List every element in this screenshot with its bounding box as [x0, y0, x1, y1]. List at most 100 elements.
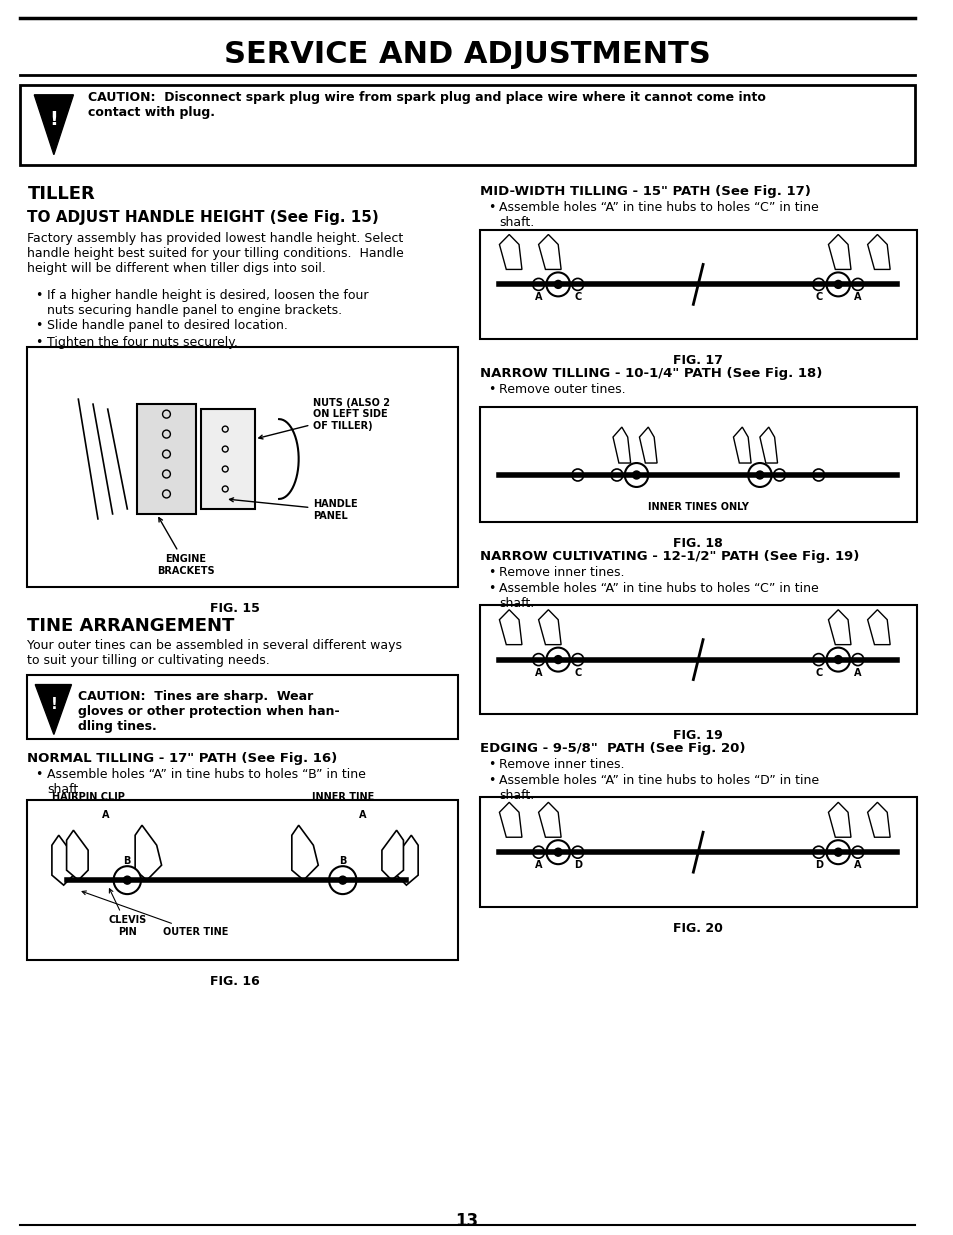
Text: Assemble holes “A” in tine hubs to holes “D” in tine
shaft.: Assemble holes “A” in tine hubs to holes… — [499, 774, 819, 803]
Text: MID-WIDTH TILLING - 15" PATH (See Fig. 17): MID-WIDTH TILLING - 15" PATH (See Fig. 1… — [479, 184, 810, 198]
Text: Your outer tines can be assembled in several different ways
to suit your tilling: Your outer tines can be assembled in sev… — [28, 638, 402, 667]
Circle shape — [812, 846, 823, 858]
Circle shape — [632, 471, 639, 479]
Polygon shape — [827, 803, 850, 837]
Polygon shape — [538, 235, 560, 269]
FancyBboxPatch shape — [479, 230, 916, 340]
Text: •: • — [487, 566, 495, 579]
Text: •: • — [35, 320, 43, 332]
Polygon shape — [613, 427, 630, 463]
FancyBboxPatch shape — [28, 347, 457, 587]
FancyBboxPatch shape — [20, 85, 914, 164]
Text: FIG. 15: FIG. 15 — [210, 601, 259, 615]
Circle shape — [825, 273, 849, 296]
Polygon shape — [396, 835, 417, 885]
Text: Tighten the four nuts securely.: Tighten the four nuts securely. — [47, 336, 237, 350]
Text: TINE ARRANGEMENT: TINE ARRANGEMENT — [28, 616, 234, 635]
Polygon shape — [51, 835, 73, 885]
Text: SERVICE AND ADJUSTMENTS: SERVICE AND ADJUSTMENTS — [224, 41, 710, 69]
Text: A: A — [535, 293, 542, 303]
Circle shape — [812, 278, 823, 290]
Text: HANDLE
PANEL: HANDLE PANEL — [230, 498, 357, 521]
Text: Assemble holes “A” in tine hubs to holes “B” in tine
shaft.: Assemble holes “A” in tine hubs to holes… — [47, 768, 366, 797]
Circle shape — [571, 278, 583, 290]
Text: •: • — [35, 336, 43, 350]
Circle shape — [532, 846, 544, 858]
Bar — [200, 409, 254, 509]
Circle shape — [851, 846, 862, 858]
Text: Remove inner tines.: Remove inner tines. — [499, 566, 624, 579]
Polygon shape — [866, 235, 889, 269]
Circle shape — [825, 840, 849, 864]
Circle shape — [532, 278, 544, 290]
Circle shape — [834, 656, 841, 663]
Circle shape — [546, 647, 569, 672]
Polygon shape — [827, 610, 850, 645]
Text: •: • — [487, 383, 495, 396]
Text: EDGING - 9-5/8"  PATH (See Fig. 20): EDGING - 9-5/8" PATH (See Fig. 20) — [479, 742, 744, 756]
Text: •: • — [487, 582, 495, 595]
Text: Factory assembly has provided lowest handle height. Select
handle height best su: Factory assembly has provided lowest han… — [28, 231, 404, 274]
Circle shape — [773, 469, 784, 480]
Circle shape — [532, 653, 544, 666]
Text: TO ADJUST HANDLE HEIGHT (See Fig. 15): TO ADJUST HANDLE HEIGHT (See Fig. 15) — [28, 210, 378, 225]
Text: C: C — [814, 668, 821, 678]
Text: A: A — [853, 668, 861, 678]
Circle shape — [554, 280, 561, 289]
Circle shape — [834, 848, 841, 856]
Polygon shape — [381, 830, 403, 881]
FancyBboxPatch shape — [28, 674, 457, 740]
Text: Remove inner tines.: Remove inner tines. — [499, 758, 624, 772]
Circle shape — [825, 647, 849, 672]
Text: OUTER TINE: OUTER TINE — [82, 890, 229, 937]
Circle shape — [571, 653, 583, 666]
Polygon shape — [499, 235, 521, 269]
Polygon shape — [639, 427, 657, 463]
Polygon shape — [760, 427, 777, 463]
Polygon shape — [827, 235, 850, 269]
Text: •: • — [487, 758, 495, 772]
Polygon shape — [135, 825, 161, 881]
Polygon shape — [866, 610, 889, 645]
Polygon shape — [733, 427, 750, 463]
Circle shape — [338, 876, 346, 884]
FancyBboxPatch shape — [479, 605, 916, 715]
Circle shape — [834, 280, 841, 289]
Circle shape — [546, 273, 569, 296]
Text: D: D — [573, 860, 581, 871]
Polygon shape — [866, 803, 889, 837]
Text: !: ! — [50, 110, 58, 130]
Text: FIG. 19: FIG. 19 — [673, 730, 722, 742]
Circle shape — [123, 876, 132, 884]
Text: B: B — [338, 856, 346, 866]
Text: CAUTION:  Tines are sharp.  Wear
gloves or other protection when han-
dling tine: CAUTION: Tines are sharp. Wear gloves or… — [78, 689, 339, 732]
Text: NUTS (ALSO 2
ON LEFT SIDE
OF TILLER): NUTS (ALSO 2 ON LEFT SIDE OF TILLER) — [258, 398, 390, 438]
Text: NORMAL TILLING - 17" PATH (See Fig. 16): NORMAL TILLING - 17" PATH (See Fig. 16) — [28, 752, 337, 766]
Text: A: A — [535, 668, 542, 678]
Text: Assemble holes “A” in tine hubs to holes “C” in tine
shaft.: Assemble holes “A” in tine hubs to holes… — [499, 582, 819, 610]
FancyBboxPatch shape — [28, 800, 457, 960]
Text: 13: 13 — [456, 1213, 478, 1230]
Circle shape — [611, 469, 622, 480]
Polygon shape — [538, 803, 560, 837]
Circle shape — [571, 469, 583, 480]
Text: CAUTION:  Disconnect spark plug wire from spark plug and place wire where it can: CAUTION: Disconnect spark plug wire from… — [88, 91, 765, 119]
Polygon shape — [35, 684, 71, 735]
Circle shape — [571, 846, 583, 858]
Text: A: A — [853, 293, 861, 303]
Polygon shape — [499, 610, 521, 645]
Text: A: A — [853, 860, 861, 871]
Circle shape — [113, 866, 141, 894]
Text: •: • — [487, 200, 495, 214]
FancyBboxPatch shape — [479, 798, 916, 906]
Text: INNER TINES ONLY: INNER TINES ONLY — [647, 501, 748, 513]
Polygon shape — [538, 610, 560, 645]
Text: Remove outer tines.: Remove outer tines. — [499, 383, 625, 396]
Text: ENGINE
BRACKETS: ENGINE BRACKETS — [157, 517, 214, 576]
Text: C: C — [574, 668, 580, 678]
Polygon shape — [292, 825, 318, 881]
Text: •: • — [35, 289, 43, 303]
Text: !: ! — [51, 697, 57, 713]
Text: Slide handle panel to desired location.: Slide handle panel to desired location. — [47, 320, 288, 332]
Circle shape — [812, 469, 823, 480]
